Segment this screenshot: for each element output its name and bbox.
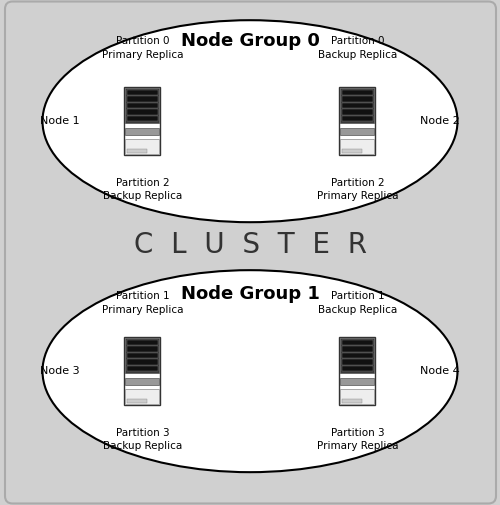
- FancyBboxPatch shape: [127, 103, 158, 108]
- FancyBboxPatch shape: [124, 337, 160, 405]
- FancyBboxPatch shape: [342, 359, 373, 365]
- FancyBboxPatch shape: [342, 103, 373, 108]
- Text: Node Group 0: Node Group 0: [180, 32, 320, 50]
- FancyBboxPatch shape: [342, 366, 373, 371]
- FancyBboxPatch shape: [340, 88, 374, 123]
- Text: Partition 1
Primary Replica: Partition 1 Primary Replica: [102, 291, 183, 315]
- FancyBboxPatch shape: [342, 352, 373, 358]
- FancyBboxPatch shape: [340, 139, 374, 155]
- FancyBboxPatch shape: [342, 116, 373, 121]
- Text: Partition 0
Backup Replica: Partition 0 Backup Replica: [318, 36, 397, 60]
- FancyBboxPatch shape: [340, 378, 374, 385]
- Text: C  L  U  S  T  E  R: C L U S T E R: [134, 231, 366, 259]
- Text: Node Group 1: Node Group 1: [180, 285, 320, 303]
- Text: Node 4: Node 4: [420, 366, 460, 376]
- FancyBboxPatch shape: [127, 399, 147, 403]
- FancyBboxPatch shape: [126, 378, 160, 385]
- Ellipse shape: [42, 270, 458, 472]
- FancyBboxPatch shape: [342, 399, 362, 403]
- FancyBboxPatch shape: [127, 109, 158, 115]
- FancyBboxPatch shape: [127, 96, 158, 102]
- FancyBboxPatch shape: [340, 87, 376, 156]
- FancyBboxPatch shape: [126, 389, 160, 404]
- FancyBboxPatch shape: [5, 2, 496, 503]
- FancyBboxPatch shape: [127, 90, 158, 95]
- FancyBboxPatch shape: [127, 116, 158, 121]
- Ellipse shape: [42, 20, 458, 222]
- FancyBboxPatch shape: [340, 128, 374, 135]
- Text: Node 2: Node 2: [420, 116, 460, 126]
- Text: Node 1: Node 1: [40, 116, 80, 126]
- FancyBboxPatch shape: [126, 88, 160, 123]
- FancyBboxPatch shape: [126, 139, 160, 155]
- Text: Partition 0
Primary Replica: Partition 0 Primary Replica: [102, 36, 183, 60]
- Text: Partition 2
Primary Replica: Partition 2 Primary Replica: [317, 178, 398, 201]
- FancyBboxPatch shape: [342, 96, 373, 102]
- FancyBboxPatch shape: [342, 109, 373, 115]
- FancyBboxPatch shape: [127, 359, 158, 365]
- FancyBboxPatch shape: [124, 87, 160, 156]
- FancyBboxPatch shape: [127, 352, 158, 358]
- FancyBboxPatch shape: [340, 389, 374, 404]
- FancyBboxPatch shape: [342, 149, 362, 153]
- Text: Partition 1
Backup Replica: Partition 1 Backup Replica: [318, 291, 397, 315]
- FancyBboxPatch shape: [342, 90, 373, 95]
- FancyBboxPatch shape: [340, 337, 374, 373]
- FancyBboxPatch shape: [127, 149, 147, 153]
- FancyBboxPatch shape: [126, 128, 160, 135]
- Text: Partition 3
Backup Replica: Partition 3 Backup Replica: [103, 428, 182, 451]
- Text: Partition 3
Primary Replica: Partition 3 Primary Replica: [317, 428, 398, 451]
- FancyBboxPatch shape: [342, 339, 373, 345]
- FancyBboxPatch shape: [127, 339, 158, 345]
- FancyBboxPatch shape: [340, 337, 376, 405]
- FancyBboxPatch shape: [342, 346, 373, 351]
- Text: Node 3: Node 3: [40, 366, 80, 376]
- FancyBboxPatch shape: [127, 346, 158, 351]
- Text: Partition 2
Backup Replica: Partition 2 Backup Replica: [103, 178, 182, 201]
- FancyBboxPatch shape: [127, 366, 158, 371]
- FancyBboxPatch shape: [126, 337, 160, 373]
